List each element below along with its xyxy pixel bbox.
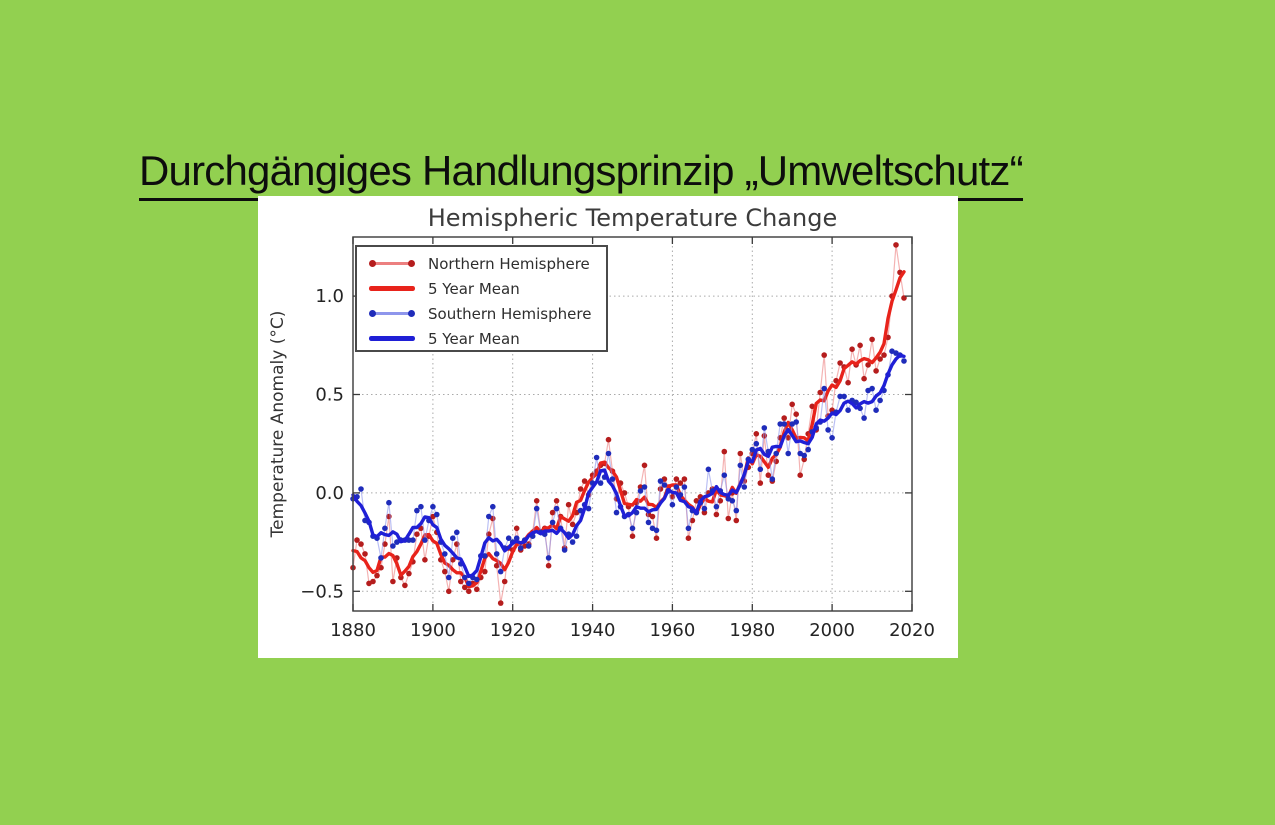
legend-label: 5 Year Mean bbox=[428, 329, 520, 348]
svg-text:1980: 1980 bbox=[729, 620, 775, 641]
northern-hemisphere-scatter-marker-icon bbox=[369, 258, 415, 270]
svg-text:−0.5: −0.5 bbox=[300, 581, 344, 602]
gridlines bbox=[353, 237, 912, 611]
svg-text:2020: 2020 bbox=[889, 620, 935, 641]
chart-image-panel: 1880 1900 1920 1940 1960 1980 2000 2020 −0.5 0.0 0… bbox=[258, 196, 958, 658]
x-tick-labels: 1880 1900 1920 1940 1960 1980 2000 2020 bbox=[330, 620, 935, 641]
svg-text:1900: 1900 bbox=[410, 620, 456, 641]
legend-item-northern-5-year-mean: 5 Year Mean bbox=[369, 276, 606, 301]
svg-text:0.0: 0.0 bbox=[315, 483, 344, 504]
legend-label: Northern Hemisphere bbox=[428, 254, 590, 273]
y-axis-label: Temperature Anomaly (°C) bbox=[268, 311, 288, 539]
legend-item-southern-hemisphere: Southern Hemisphere bbox=[369, 301, 606, 326]
svg-text:2000: 2000 bbox=[809, 620, 855, 641]
svg-text:1880: 1880 bbox=[330, 620, 376, 641]
legend-label: 5 Year Mean bbox=[428, 279, 520, 298]
svg-text:1.0: 1.0 bbox=[315, 286, 344, 307]
chart-title: Hemispheric Temperature Change bbox=[428, 204, 837, 232]
series-mean-line-5-year-mean-3 bbox=[351, 353, 906, 579]
svg-text:1940: 1940 bbox=[570, 620, 616, 641]
legend-label: Southern Hemisphere bbox=[428, 304, 592, 323]
svg-text:1960: 1960 bbox=[649, 620, 695, 641]
slide-title: Durchgängiges Handlungsprinzip „Umweltsc… bbox=[139, 147, 1024, 202]
series-mean-line-5-year-mean-1 bbox=[351, 270, 906, 589]
southern-hemisphere-scatter-marker-icon bbox=[369, 308, 415, 320]
legend-item-northern-hemisphere: Northern Hemisphere bbox=[369, 251, 606, 276]
svg-text:1920: 1920 bbox=[490, 620, 536, 641]
northern-mean-line-marker-icon bbox=[369, 286, 415, 291]
plot-frame bbox=[352, 236, 913, 612]
legend-item-southern-5-year-mean: 5 Year Mean bbox=[369, 326, 606, 351]
svg-text:0.5: 0.5 bbox=[315, 385, 344, 406]
chart-legend: Northern Hemisphere 5 Year Mean Southern… bbox=[355, 245, 608, 352]
y-tick-labels: −0.5 0.0 0.5 1.0 bbox=[300, 286, 344, 602]
axis-ticks bbox=[352, 237, 913, 611]
southern-mean-line-marker-icon bbox=[369, 336, 415, 341]
